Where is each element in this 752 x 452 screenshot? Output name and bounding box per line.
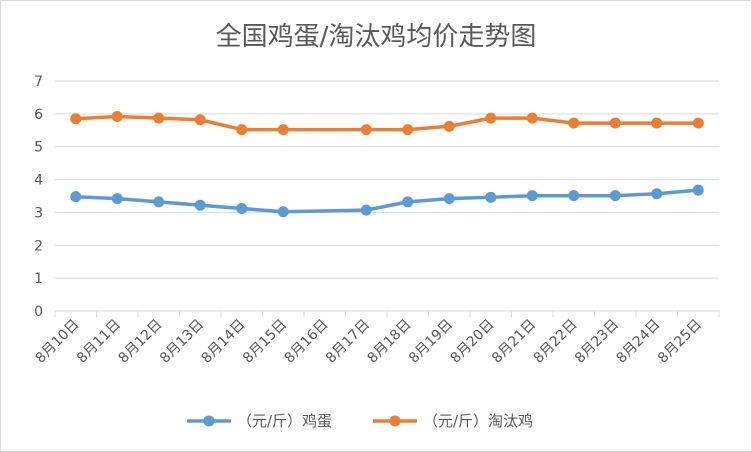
data-point <box>568 190 580 202</box>
data-point <box>485 191 497 203</box>
data-point <box>651 188 663 200</box>
series-line <box>74 114 701 132</box>
series-0 <box>70 184 704 218</box>
y-tick-label: 2 <box>34 238 43 254</box>
data-point <box>111 110 123 122</box>
legend: （元/斤）鸡蛋 （元/斤）淘汰鸡 <box>187 412 533 430</box>
x-tick-label: 8月11日 <box>74 317 124 367</box>
chart-title: 全国鸡蛋/淘汰鸡均价走势图 <box>216 22 537 52</box>
y-tick-label: 1 <box>34 271 43 287</box>
data-point <box>526 112 538 124</box>
data-point <box>153 196 165 208</box>
x-tick-label: 8月20日 <box>448 317 498 367</box>
data-point <box>402 124 414 136</box>
y-tick-label: 6 <box>34 107 43 123</box>
data-point <box>609 117 621 129</box>
data-point <box>402 196 414 208</box>
data-point <box>692 184 704 196</box>
x-tick-label: 8月15日 <box>240 317 290 367</box>
data-point <box>443 120 455 132</box>
gridlines <box>55 80 719 312</box>
data-point <box>70 191 82 203</box>
x-tick-label: 8月23日 <box>572 317 622 367</box>
data-point <box>277 124 289 136</box>
y-axis: 0 1 2 3 4 5 6 7 <box>34 74 43 320</box>
x-tick-label: 8月14日 <box>199 317 249 367</box>
data-point <box>692 117 704 129</box>
x-tick-label: 8月22日 <box>531 317 581 367</box>
data-point <box>194 199 206 211</box>
data-point <box>70 113 82 125</box>
x-tick-label: 8月21日 <box>489 317 539 367</box>
data-point <box>443 193 455 205</box>
data-point <box>609 190 621 202</box>
legend-item: （元/斤）鸡蛋 <box>187 412 332 430</box>
x-tick-label: 8月16日 <box>282 317 332 367</box>
x-tick-label: 8月19日 <box>406 317 456 367</box>
data-point <box>236 202 248 214</box>
data-point <box>568 117 580 129</box>
y-tick-label: 4 <box>34 173 43 189</box>
y-tick-label: 5 <box>34 140 43 156</box>
x-tick-label: 8月25日 <box>655 317 705 367</box>
legend-label: （元/斤）鸡蛋 <box>237 412 332 430</box>
legend-label: （元/斤）淘汰鸡 <box>423 412 533 430</box>
x-tick-label: 8月24日 <box>614 317 664 367</box>
y-tick-label: 0 <box>34 304 43 320</box>
series-line <box>74 188 701 214</box>
y-tick-label: 7 <box>34 74 43 90</box>
x-tick-label: 8月18日 <box>365 317 415 367</box>
data-point <box>111 193 123 205</box>
series-1 <box>70 110 704 136</box>
data-point <box>651 117 663 129</box>
data-point <box>194 114 206 126</box>
x-tick-label: 8月17日 <box>323 317 373 367</box>
x-tick-label: 8月10日 <box>33 317 83 367</box>
x-tick-label: 8月12日 <box>116 317 166 367</box>
data-point <box>360 124 372 136</box>
data-point <box>153 112 165 124</box>
legend-swatch-marker <box>203 415 215 427</box>
legend-swatch-marker <box>389 415 401 427</box>
legend-item: （元/斤）淘汰鸡 <box>373 412 533 430</box>
data-point <box>360 204 372 216</box>
series-lines <box>70 110 704 218</box>
data-point <box>485 112 497 124</box>
data-point <box>236 124 248 136</box>
data-point <box>526 190 538 202</box>
data-point <box>277 206 289 218</box>
x-axis: 8月10日8月11日8月12日8月13日8月14日8月15日8月16日8月17日… <box>33 311 720 367</box>
y-tick-label: 3 <box>34 205 43 221</box>
x-tick-label: 8月13日 <box>157 317 207 367</box>
